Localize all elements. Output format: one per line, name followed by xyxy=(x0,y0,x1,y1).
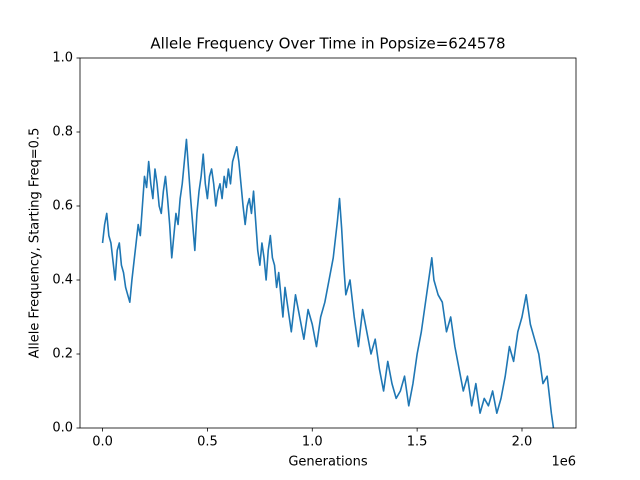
data-line xyxy=(101,138,555,429)
y-tick-label: 0.0 xyxy=(52,421,73,436)
x-tick-label: 0.0 xyxy=(92,435,113,450)
chart-title: Allele Frequency Over Time in Popsize=62… xyxy=(150,35,505,53)
x-tick-label: 0.5 xyxy=(197,435,218,450)
x-tick-label: 1.0 xyxy=(302,435,323,450)
y-tick-label: 1.0 xyxy=(52,51,73,66)
y-tick-label: 0.6 xyxy=(52,199,73,214)
x-tick-label: 1.5 xyxy=(407,435,428,450)
x-axis-label: Generations xyxy=(288,455,368,470)
y-tick-label: 0.2 xyxy=(52,347,73,362)
y-tick-label: 0.4 xyxy=(52,273,73,288)
x-tick-label: 2.0 xyxy=(512,435,533,450)
plot-frame xyxy=(79,57,577,429)
y-axis-label: Allele Frequency, Starting Freq=0.5 xyxy=(28,128,43,359)
x-offset-label: 1e6 xyxy=(551,455,576,470)
y-tick-label: 0.8 xyxy=(52,125,73,140)
